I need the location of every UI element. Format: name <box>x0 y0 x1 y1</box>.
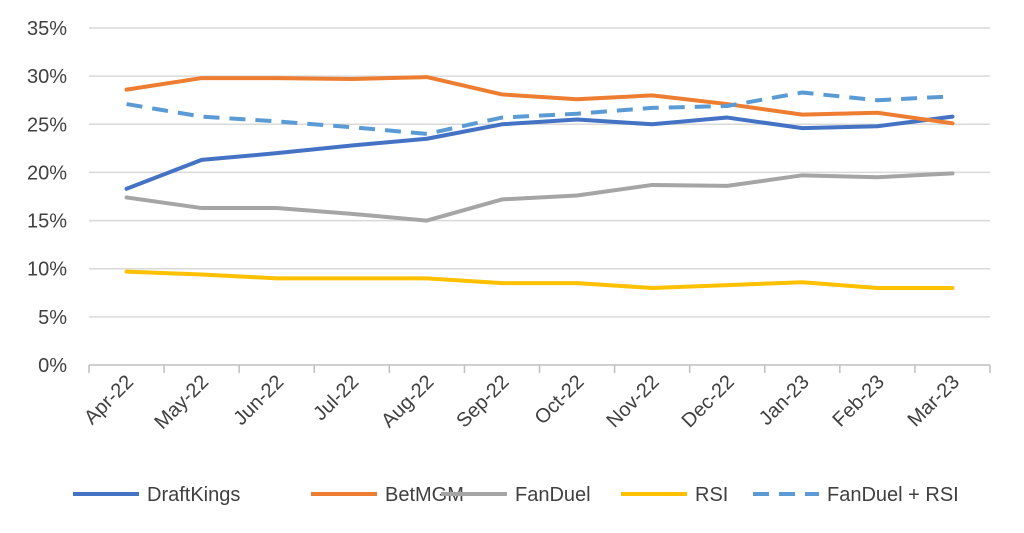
legend-label: FanDuel + RSI <box>827 484 959 506</box>
y-axis-ticks: 0% 5% 10% 15% 20% 25% 30% 35% <box>27 18 67 377</box>
x-tick-label: Mar-23 <box>904 371 964 431</box>
x-tick-label: Dec-22 <box>678 371 739 432</box>
x-tick-label: Jan-23 <box>755 371 814 430</box>
x-tick-label: Feb-23 <box>829 371 889 431</box>
series-lines <box>124 75 955 290</box>
y-tick-label: 25% <box>27 114 67 136</box>
y-tick-label: 0% <box>38 355 67 377</box>
x-tick-label: May-22 <box>150 371 213 434</box>
y-tick-label: 15% <box>27 211 67 233</box>
x-tick-label: Nov-22 <box>603 371 664 432</box>
legend-label: BetMGM <box>385 484 464 506</box>
legend-label: RSI <box>695 484 728 506</box>
series-line-fanduel <box>124 171 955 223</box>
legend-label: FanDuel <box>515 484 591 506</box>
legend: DraftKings BetMGM FanDuel RSI FanDuel + RSI <box>73 484 959 506</box>
x-tick-label: Aug-22 <box>377 371 438 432</box>
y-tick-label: 10% <box>27 259 67 281</box>
series-line-draftkings <box>124 114 955 191</box>
y-tick-label: 30% <box>27 66 67 88</box>
series-line-fanduel-rsi <box>126 90 953 136</box>
legend-label: DraftKings <box>147 484 240 506</box>
series-line-betmgm <box>124 75 955 126</box>
x-tick-label: Sep-22 <box>452 371 513 432</box>
x-axis: Apr-22 May-22 Jun-22 Jul-22 Aug-22 Sep-22 Oct-… <box>80 364 991 434</box>
y-tick-label: 5% <box>38 307 67 329</box>
x-tick-label: Jul-22 <box>309 371 363 425</box>
x-tick-label: Oct-22 <box>531 371 589 429</box>
x-tick-label: Jun-22 <box>229 371 288 430</box>
y-tick-label: 35% <box>27 18 67 40</box>
x-tick-label: Apr-22 <box>80 371 138 429</box>
y-tick-label: 20% <box>27 162 67 184</box>
series-line-rsi <box>124 269 955 290</box>
gridlines <box>89 27 990 318</box>
